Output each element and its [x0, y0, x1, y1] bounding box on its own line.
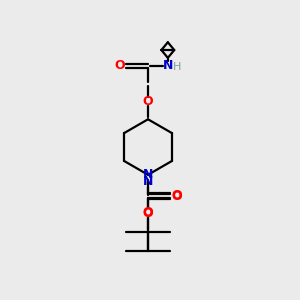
Text: H: H — [172, 62, 181, 72]
Text: O: O — [171, 190, 182, 203]
Text: O: O — [143, 206, 153, 219]
Text: O: O — [143, 95, 153, 108]
Text: N: N — [143, 175, 153, 188]
Text: N: N — [163, 59, 173, 72]
Text: O: O — [171, 189, 182, 202]
Text: O: O — [143, 207, 153, 220]
Text: N: N — [143, 168, 153, 181]
Text: O: O — [114, 59, 124, 72]
